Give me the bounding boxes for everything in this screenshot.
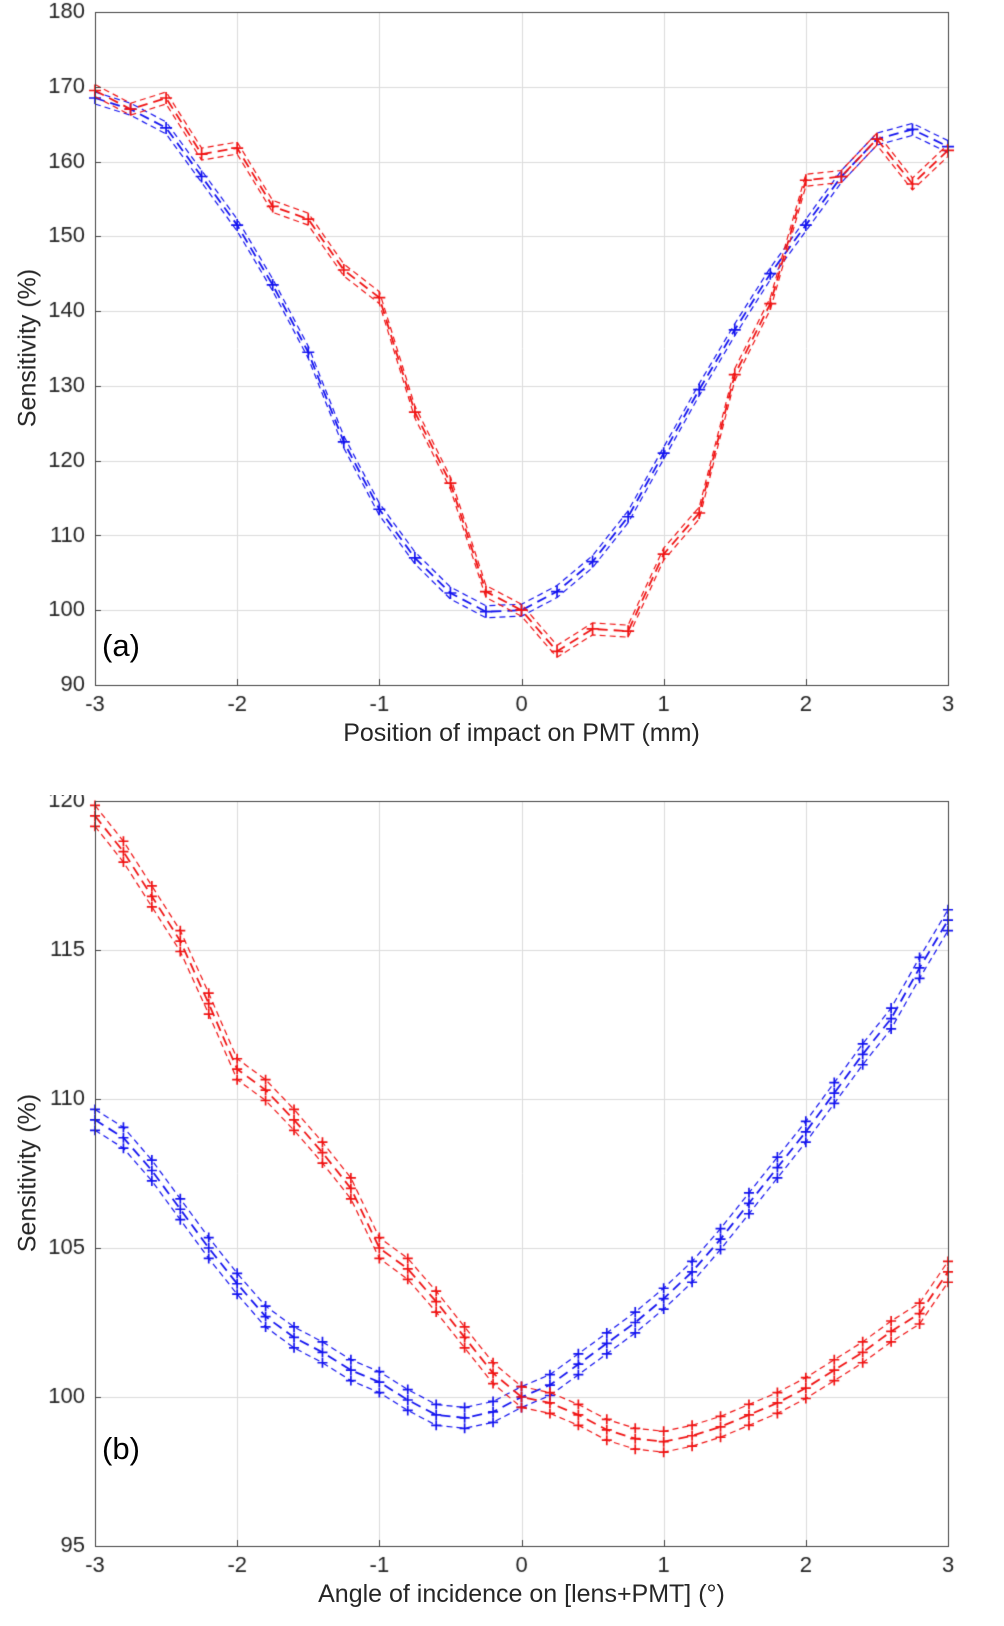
panel-a: Sensitivity (%) Position of impact on PM… — [0, 0, 1004, 795]
y-axis-label-a: Sensitivity (%) — [13, 268, 42, 428]
y-axis-label-b: Sensitivity (%) — [13, 1093, 42, 1253]
chart-a-canvas — [0, 0, 1004, 795]
chart-b-canvas — [0, 795, 1004, 1626]
panel-b: Sensitivity (%) Angle of incidence on [l… — [0, 795, 1004, 1626]
x-axis-label-a: Position of impact on PMT (mm) — [343, 719, 700, 747]
panel-a-annotation: (a) — [102, 628, 140, 663]
x-axis-label-b: Angle of incidence on [lens+PMT] (°) — [318, 1580, 725, 1608]
panel-b-annotation: (b) — [102, 1431, 140, 1466]
